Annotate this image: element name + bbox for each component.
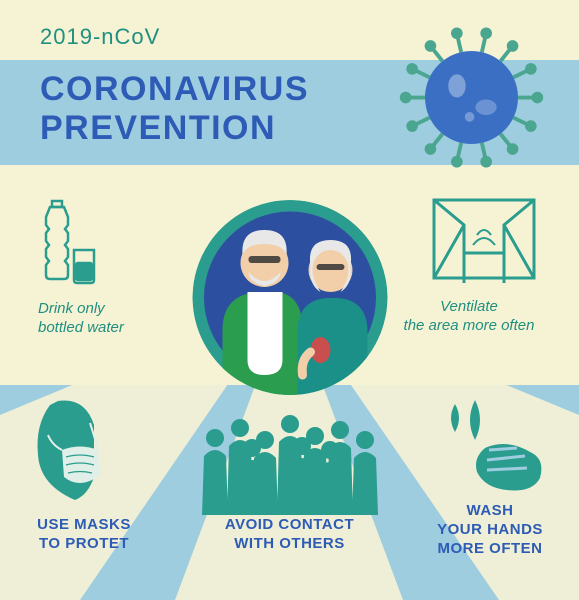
window-icon bbox=[429, 195, 539, 290]
tip-vent-l1: Ventilate bbox=[440, 298, 498, 315]
tip-mask-l2: TO PROTET bbox=[39, 535, 129, 552]
subtitle: 2019-nCoV bbox=[40, 24, 160, 50]
wash-hands-icon bbox=[437, 398, 547, 498]
title-line2: PREVENTION bbox=[40, 109, 276, 147]
tip-avoid-l1: AVOID CONTACT bbox=[225, 516, 354, 533]
tip-vent-l2: the area more often bbox=[404, 317, 535, 334]
title: CORONAVIRUS PREVENTION bbox=[40, 70, 309, 148]
tip-avoid-label: AVOID CONTACT WITH OTHERS bbox=[200, 516, 380, 554]
tip-water-l1: Drink only bbox=[38, 300, 105, 317]
virus-icon bbox=[394, 20, 549, 175]
poster: 2019-nCoV CORONAVIRUS PREVENTION Drink o… bbox=[0, 0, 579, 600]
tip-wash-label: WASH YOUR HANDS MORE OFTEN bbox=[425, 502, 555, 558]
tip-mask-label: USE MASKS TO PROTET bbox=[24, 516, 144, 554]
crowd-icon bbox=[190, 410, 390, 515]
title-line1: CORONAVIRUS bbox=[40, 70, 309, 108]
tip-water-label: Drink only bottled water bbox=[38, 300, 124, 338]
couple-illustration bbox=[192, 200, 387, 395]
tip-wash-l3: MORE OFTEN bbox=[438, 540, 543, 557]
tip-avoid-l2: WITH OTHERS bbox=[234, 535, 345, 552]
tip-mask-l1: USE MASKS bbox=[37, 516, 131, 533]
tip-wash-l1: WASH bbox=[467, 502, 514, 519]
mask-icon bbox=[30, 395, 125, 505]
water-icon bbox=[30, 195, 100, 295]
tip-ventilate-label: Ventilate the area more often bbox=[379, 298, 559, 336]
tip-wash-l2: YOUR HANDS bbox=[437, 521, 543, 538]
tip-water-l2: bottled water bbox=[38, 319, 124, 336]
